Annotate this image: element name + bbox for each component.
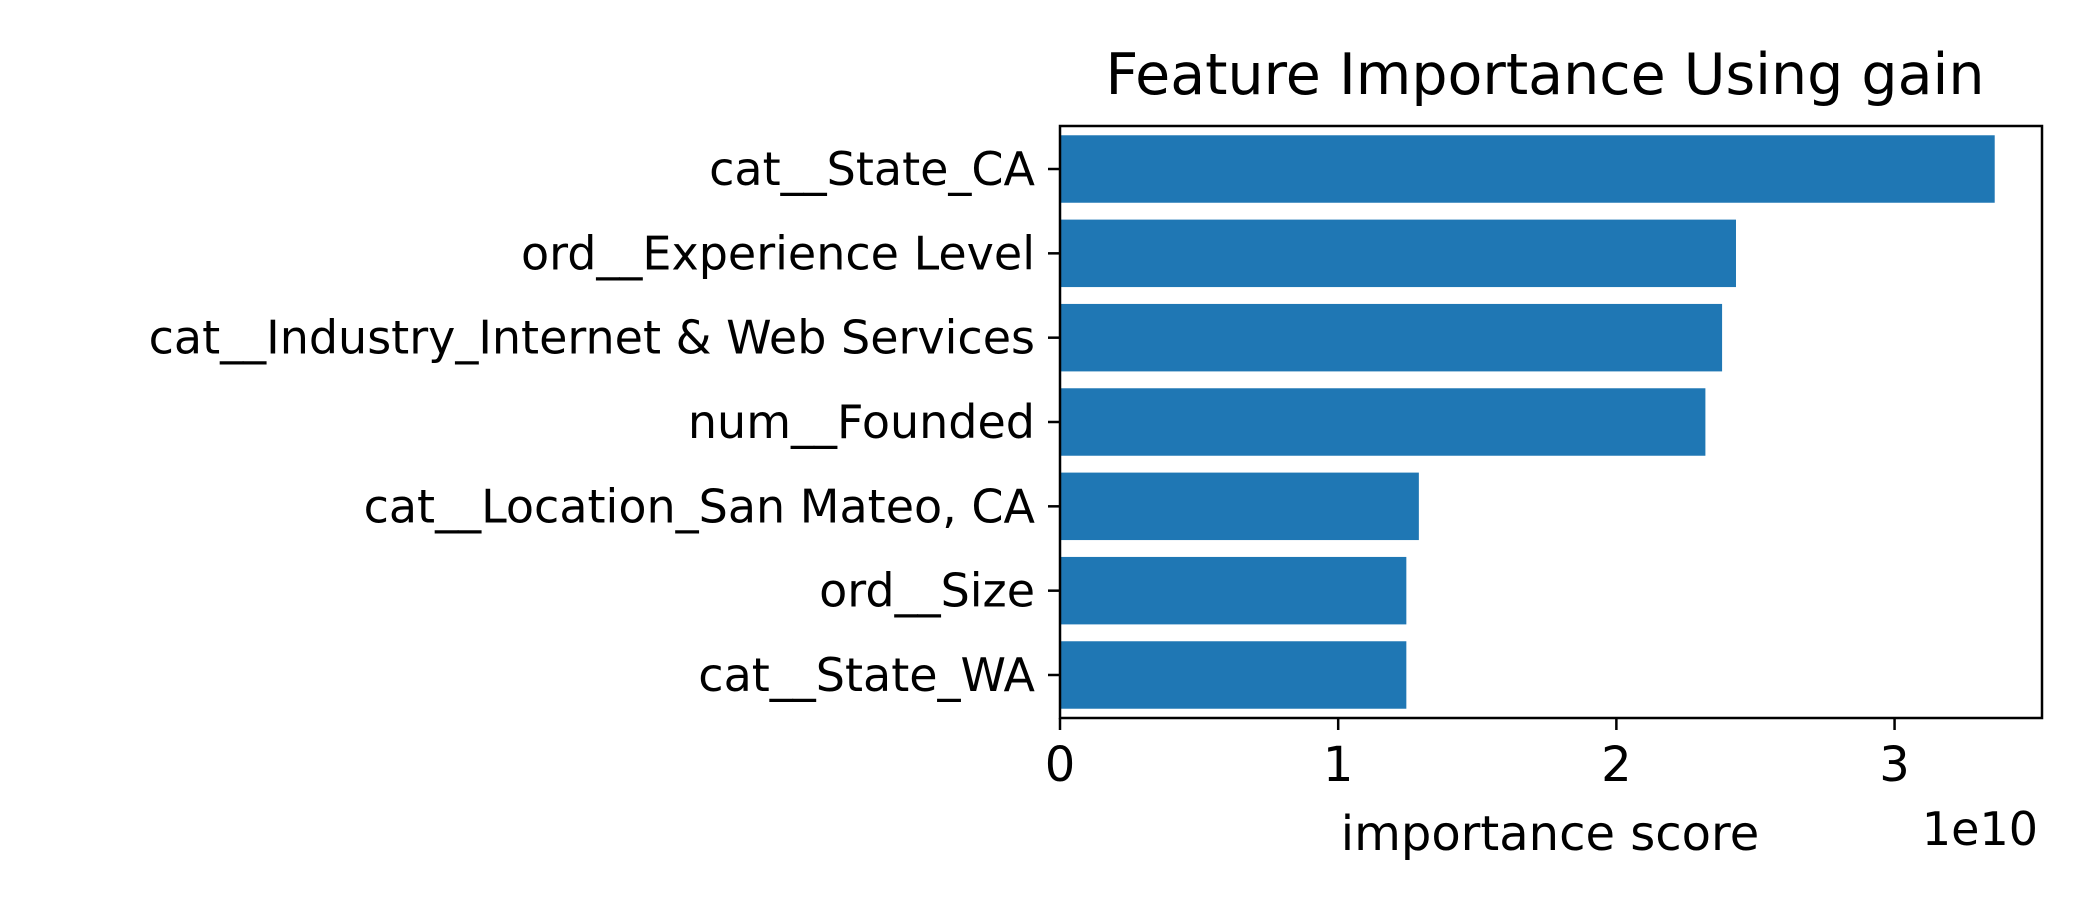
bar: [1060, 641, 1407, 709]
x-tick-label: 2: [1601, 737, 1632, 793]
y-tick-label: cat__Industry_Internet & Web Services: [149, 311, 1035, 365]
y-tick-label: cat__State_WA: [698, 648, 1035, 702]
y-tick-label: cat__Location_San Mateo, CA: [364, 479, 1036, 533]
bar: [1060, 472, 1419, 541]
plot-frame: [1058, 124, 2044, 720]
bars-group: [1060, 135, 1995, 709]
x-axis: 0 1 2 3: [1045, 718, 1910, 793]
y-tick-label: num__Founded: [688, 395, 1035, 449]
bar: [1060, 135, 1995, 203]
y-tick-label: ord__Experience Level: [521, 226, 1035, 280]
y-axis: cat__State_CA ord__Experience Level cat__I…: [149, 142, 1060, 702]
chart-title: Feature Importance Using gain: [1105, 42, 1984, 108]
x-axis-label: importance score: [1341, 806, 1759, 862]
x-offset-label: 1e10: [1922, 802, 2038, 856]
x-tick-label: 3: [1879, 737, 1910, 793]
bar: [1060, 556, 1407, 625]
bar: [1060, 219, 1736, 288]
bar: [1060, 303, 1723, 372]
bar: [1060, 388, 1706, 456]
x-tick-label: 0: [1045, 737, 1076, 793]
y-tick-label: cat__State_CA: [709, 142, 1035, 196]
x-tick-label: 1: [1323, 737, 1354, 793]
y-tick-label: ord__Size: [819, 564, 1035, 618]
